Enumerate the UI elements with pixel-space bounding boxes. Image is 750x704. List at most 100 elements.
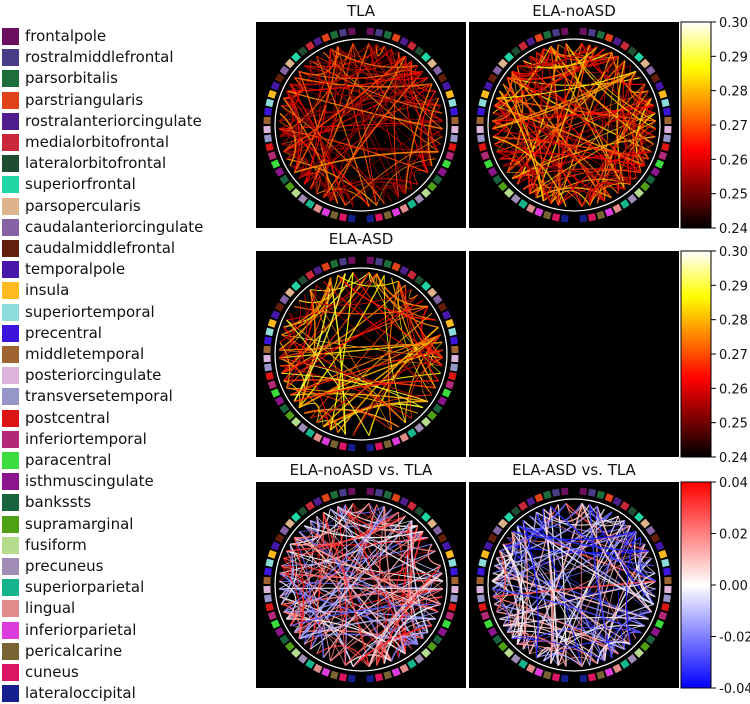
region-node (451, 125, 459, 134)
chord-link (397, 281, 443, 367)
region-node (478, 142, 487, 152)
chord-link (522, 183, 539, 198)
chord-link (330, 588, 444, 662)
chord-link (639, 120, 657, 167)
chord-link (529, 515, 655, 605)
chord-link (368, 43, 443, 138)
chord-link (494, 143, 552, 204)
chord-link (376, 273, 428, 308)
region-node (427, 58, 438, 69)
region-node (279, 294, 290, 305)
legend-label: temporalpole (25, 260, 126, 279)
chord-link (502, 543, 524, 645)
region-node (445, 89, 455, 99)
panel-title-ela-asd: ELA-ASD (328, 230, 394, 248)
region-node (448, 327, 457, 337)
chord-link (293, 273, 346, 402)
region-node (664, 116, 672, 125)
region-node (477, 107, 485, 116)
region-node (279, 174, 290, 185)
panel-title-tla: TLA (346, 2, 376, 20)
region-node (664, 125, 672, 134)
region-node (263, 125, 271, 134)
region-node (437, 167, 448, 177)
legend-item-temporalpole: temporalpole (2, 259, 125, 280)
region-node (645, 525, 656, 536)
chord-link (398, 512, 436, 552)
legend-item-rostralanteriorcingulate: rostralanteriorcingulate (2, 111, 202, 132)
chord-link (589, 183, 631, 206)
chord-link (496, 70, 637, 99)
panel-title-ela-noasd: ELA-noASD (532, 2, 616, 20)
region-node (267, 549, 277, 559)
region-node (661, 142, 670, 152)
legend-label: posteriorcingulate (25, 366, 162, 385)
region-node (441, 159, 452, 169)
legend-swatch (2, 536, 19, 554)
region-node (432, 525, 443, 536)
chord-link (289, 334, 441, 396)
chord-link (387, 281, 400, 431)
region-node (560, 27, 569, 36)
region-node (627, 193, 638, 204)
chord-link (293, 537, 393, 662)
region-node (427, 518, 438, 529)
region-node (432, 174, 443, 185)
chord-link (492, 572, 649, 620)
chord-link (383, 187, 400, 204)
region-node (383, 259, 393, 269)
region-node (551, 673, 561, 682)
region-node (483, 81, 494, 91)
region-node (664, 585, 672, 594)
region-node (445, 380, 455, 390)
region-node (421, 281, 431, 292)
region-node (329, 439, 339, 449)
legend-label: medialorbitofrontal (25, 133, 170, 151)
chord-link (511, 71, 545, 202)
legend-item-supramarginal: supramarginal (2, 514, 133, 535)
region-node (399, 203, 409, 214)
chord-link (352, 503, 378, 520)
chord-link (309, 289, 346, 435)
region-node (663, 107, 671, 116)
chord-link (494, 530, 637, 567)
region-node (620, 41, 630, 51)
chord-link (491, 48, 545, 130)
region-node (279, 525, 290, 536)
region-node (391, 33, 401, 43)
colorbar-bottom: 0.04 0.02 0.00 -0.02 -0.04 (680, 476, 750, 696)
region-node (432, 403, 443, 414)
colorbar-tick-label: 0.30 (719, 245, 748, 260)
region-node (663, 567, 671, 576)
region-node (267, 318, 277, 328)
legend-label: parsopercularis (25, 196, 141, 215)
chord-link (581, 503, 653, 613)
region-node (421, 416, 431, 427)
region-nodes (476, 27, 672, 223)
region-node (483, 619, 494, 629)
chord-link (398, 632, 428, 658)
chord-link (279, 349, 443, 367)
region-node (450, 594, 458, 603)
region-node (476, 585, 484, 594)
region-node (414, 422, 425, 433)
region-node (650, 627, 661, 637)
chord-link (279, 341, 291, 389)
legend-swatch (2, 303, 19, 321)
legend-swatch (2, 473, 19, 491)
chord-link (279, 587, 443, 590)
region-node (265, 98, 274, 108)
colorbar-middle: 0.30 0.29 0.28 0.27 0.26 0.25 0.24 (680, 245, 748, 466)
region-node (347, 487, 356, 496)
chord-link (303, 525, 439, 613)
chord-link (286, 550, 443, 582)
chord-link (283, 611, 302, 639)
chord-link (499, 550, 626, 650)
region-node (399, 432, 409, 443)
region-node (414, 46, 425, 57)
region-node (366, 443, 375, 452)
region-node (274, 73, 285, 83)
legend-label: isthmuscingulate (25, 472, 154, 491)
region-node (329, 30, 339, 40)
chord-link (604, 56, 619, 202)
